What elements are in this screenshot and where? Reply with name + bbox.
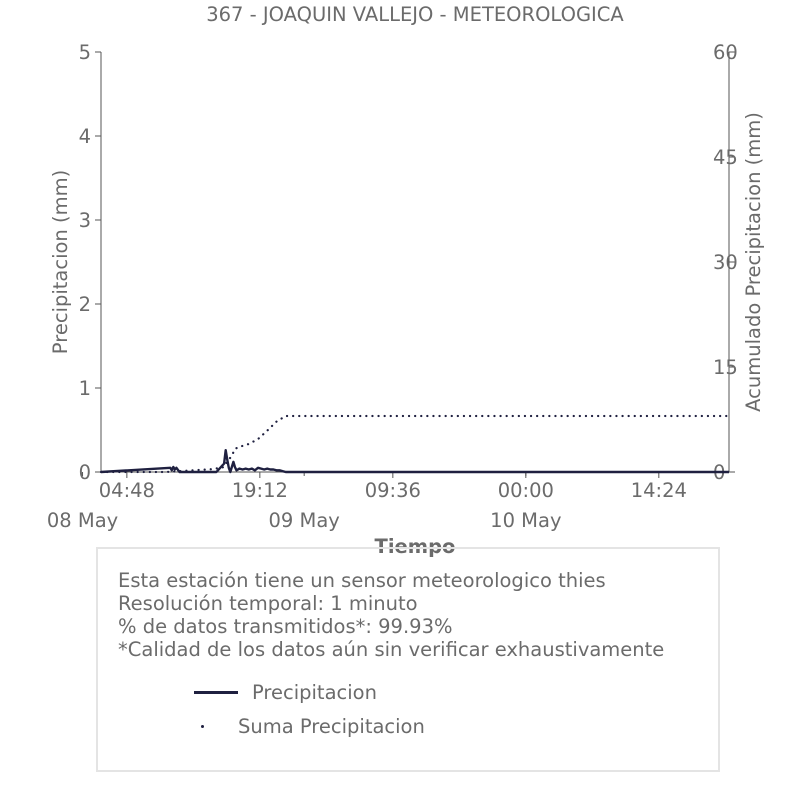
- sum-precipitation-series: [99, 414, 731, 474]
- info-legend-box: Esta estación tiene un sensor meteorolog…: [96, 547, 720, 772]
- x-tick-label: 00:00: [498, 479, 554, 502]
- info-resolution-text: Resolución temporal: 1 minuto: [118, 592, 418, 615]
- x-tick-label: 09:36: [365, 479, 421, 502]
- series: [99, 414, 731, 474]
- axes: [100, 52, 730, 473]
- y2-tick-label: 60: [713, 41, 738, 64]
- chart-title: 367 - JOAQUIN VALLEJO - METEOROLOGICA: [206, 3, 624, 26]
- x-date-label: 08 May: [47, 509, 118, 532]
- x-tick-label: 19:12: [232, 479, 288, 502]
- y-tick-label: 5: [79, 41, 91, 64]
- precipitation-series: [100, 449, 729, 474]
- y2-tick-label: 45: [713, 146, 738, 169]
- y2-tick-label: 15: [713, 356, 738, 379]
- legend-sum-label: Suma Precipitacion: [238, 715, 425, 738]
- info-quality-text: *Calidad de los datos aún sin verificar …: [118, 638, 665, 661]
- y2-axis-label: Acumulado Precipitacion (mm): [742, 112, 765, 412]
- info-sensor-text: Esta estación tiene un sensor meteorolog…: [118, 569, 606, 592]
- y-tick-label: 2: [79, 293, 91, 316]
- y-tick-label: 3: [79, 209, 91, 232]
- x-tick-label: 04:48: [99, 479, 155, 502]
- legend-precip-label: Precipitacion: [252, 681, 377, 704]
- x-date-label: 10 May: [490, 509, 561, 532]
- x-tick-label: 14:24: [631, 479, 687, 502]
- y2-tick-label: 30: [713, 251, 738, 274]
- y-tick-label: 0: [79, 461, 91, 484]
- y-tick-label: 4: [79, 125, 91, 148]
- x-axis-label: Tiempo: [375, 535, 456, 558]
- legend-precip-swatch: [194, 691, 238, 694]
- legend-sum-swatch: [201, 725, 204, 728]
- x-date-label: 09 May: [269, 509, 340, 532]
- y-tick-label: 1: [79, 377, 91, 400]
- info-transmitted-text: % de datos transmitidos*: 99.93%: [118, 615, 453, 638]
- y-axis-label: Precipitacion (mm): [49, 170, 72, 354]
